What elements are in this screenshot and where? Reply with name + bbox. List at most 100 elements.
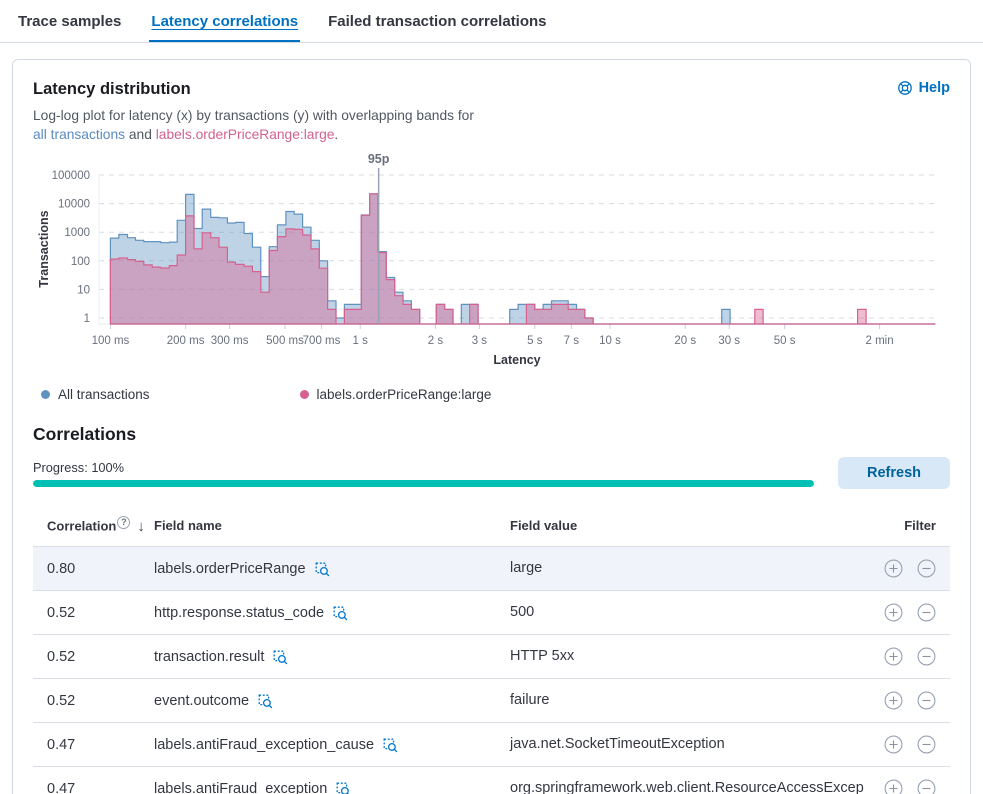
filter-exclude-button[interactable] [917, 647, 936, 666]
svg-text:20 s: 20 s [674, 335, 696, 347]
filter-exclude-button[interactable] [917, 559, 936, 578]
column-header-field-value: Field value [510, 518, 578, 533]
help-icon [897, 80, 913, 96]
field-name: transaction.result [154, 648, 265, 665]
table-header-row: Correlation? ↓ Field name Field value Fil… [33, 507, 950, 546]
field-value: java.net.SocketTimeoutException [510, 736, 725, 752]
tab-latency-correlations[interactable]: Latency correlations [149, 0, 301, 42]
svg-text:10000: 10000 [58, 199, 90, 211]
field-stats-icon[interactable] [332, 605, 348, 621]
legend-item[interactable]: All transactions [41, 387, 150, 402]
filter-include-button[interactable] [884, 647, 903, 666]
svg-text:100: 100 [71, 256, 90, 268]
svg-text:2 s: 2 s [428, 335, 444, 347]
filter-include-button[interactable] [884, 603, 903, 622]
latency-chart: 1 10 100 1000 10000 100000 100 ms 200 ms 300 ms 5… [37, 152, 936, 367]
svg-text:1000: 1000 [64, 227, 90, 239]
refresh-button[interactable]: Refresh [838, 457, 950, 489]
field-stats-icon[interactable] [314, 561, 330, 577]
svg-text:700 ms: 700 ms [303, 335, 341, 347]
legend-dot-icon [299, 390, 309, 399]
tab-failed-transaction-correlations[interactable]: Failed transaction correlations [326, 0, 548, 42]
sort-descending-icon[interactable]: ↓ [137, 517, 145, 535]
svg-text:7 s: 7 s [564, 335, 580, 347]
field-value: large [510, 560, 543, 576]
svg-text:1: 1 [84, 313, 90, 325]
table-row: 0.52 transaction.result HTTP 5xx [33, 634, 950, 678]
svg-text:Transactions: Transactions [37, 210, 51, 287]
correlation-value: 0.47 [47, 736, 76, 753]
field-name: http.response.status_code [154, 604, 325, 621]
field-name: event.outcome [154, 692, 250, 709]
table-body: 0.80 labels.orderPriceRange large [33, 546, 950, 794]
description-period: . [334, 127, 339, 142]
field-value: failure [510, 692, 550, 708]
correlation-value: 0.52 [47, 604, 76, 621]
svg-text:1 s: 1 s [353, 335, 369, 347]
correlations-table: Correlation? ↓ Field name Field value Fil… [33, 507, 950, 794]
help-link[interactable]: Help [897, 80, 950, 96]
svg-text:2 min: 2 min [866, 335, 894, 347]
svg-text:3 s: 3 s [472, 335, 488, 347]
column-header-field-name: Field name [154, 518, 222, 533]
correlation-value: 0.80 [47, 560, 76, 577]
svg-text:5 s: 5 s [527, 335, 543, 347]
field-value: HTTP 5xx [510, 648, 575, 664]
field-stats-icon[interactable] [257, 693, 273, 709]
question-circle-icon[interactable]: ? [117, 516, 131, 530]
order-price-range-link[interactable]: labels.orderPriceRange:large [155, 127, 335, 142]
filter-exclude-button[interactable] [917, 691, 936, 710]
table-row: 0.80 labels.orderPriceRange large [33, 546, 950, 590]
latency-distribution-chart: 1 10 100 1000 10000 100000 100 ms 200 ms 300 ms 5… [33, 152, 950, 377]
column-header-filter: Filter [904, 518, 936, 533]
correlation-value: 0.52 [47, 648, 76, 665]
field-value: 500 [510, 604, 535, 620]
tab-trace-samples[interactable]: Trace samples [16, 0, 123, 42]
panel-title: Latency distribution [33, 80, 191, 98]
svg-text:50 s: 50 s [774, 335, 796, 347]
filter-exclude-button[interactable] [917, 779, 936, 794]
chart-legend: All transactions labels.orderPriceRange:l… [41, 387, 950, 402]
svg-text:10: 10 [77, 284, 90, 296]
progress-label: Progress: 100% [33, 459, 125, 475]
svg-text:500 ms: 500 ms [266, 335, 304, 347]
correlation-value: 0.47 [47, 780, 76, 794]
filter-exclude-button[interactable] [917, 735, 936, 754]
field-stats-icon[interactable] [335, 781, 351, 794]
svg-text:200 ms: 200 ms [167, 335, 205, 347]
legend-label: labels.orderPriceRange:large [316, 387, 492, 402]
legend-dot-icon [41, 390, 50, 399]
all-transactions-link[interactable]: all transactions [33, 127, 126, 142]
help-label: Help [918, 80, 950, 96]
legend-item[interactable]: labels.orderPriceRange:large [299, 387, 492, 402]
latency-correlations-panel: Latency distribution Help Log-log plot f… [12, 59, 971, 794]
svg-text:Latency: Latency [493, 353, 540, 367]
legend-label: All transactions [58, 387, 150, 402]
field-name: labels.antiFraud_exception [154, 780, 328, 794]
progress-fill [33, 479, 814, 487]
svg-text:100 ms: 100 ms [92, 335, 130, 347]
filter-include-button[interactable] [884, 691, 903, 710]
table-row: 0.52 http.response.status_code 500 [33, 590, 950, 634]
table-row: 0.47 labels.antiFraud_exception org.spri… [33, 766, 950, 794]
filter-include-button[interactable] [884, 779, 903, 794]
filter-include-button[interactable] [884, 735, 903, 754]
field-value: org.springframework.web.client.ResourceA… [510, 780, 864, 794]
description-text: Log-log plot for latency (x) by transact… [33, 108, 474, 123]
correlation-value: 0.52 [47, 692, 76, 709]
filter-exclude-button[interactable] [917, 603, 936, 622]
svg-text:30 s: 30 s [718, 335, 740, 347]
chart-description: Log-log plot for latency (x) by transact… [33, 106, 950, 144]
field-name: labels.antiFraud_exception_cause [154, 736, 375, 753]
filter-include-button[interactable] [884, 559, 903, 578]
field-name: labels.orderPriceRange [154, 560, 306, 577]
field-stats-icon[interactable] [382, 737, 398, 753]
table-row: 0.52 event.outcome failure [33, 678, 950, 722]
table-row: 0.47 labels.antiFraud_exception_cause ja… [33, 722, 950, 766]
field-stats-icon[interactable] [272, 649, 288, 665]
svg-text:95p: 95p [368, 152, 390, 166]
description-conjunction: and [125, 127, 156, 142]
correlations-heading: Correlations [33, 424, 137, 444]
column-header-correlation[interactable]: Correlation? ↓ [47, 516, 154, 535]
progress-bar [33, 479, 814, 487]
